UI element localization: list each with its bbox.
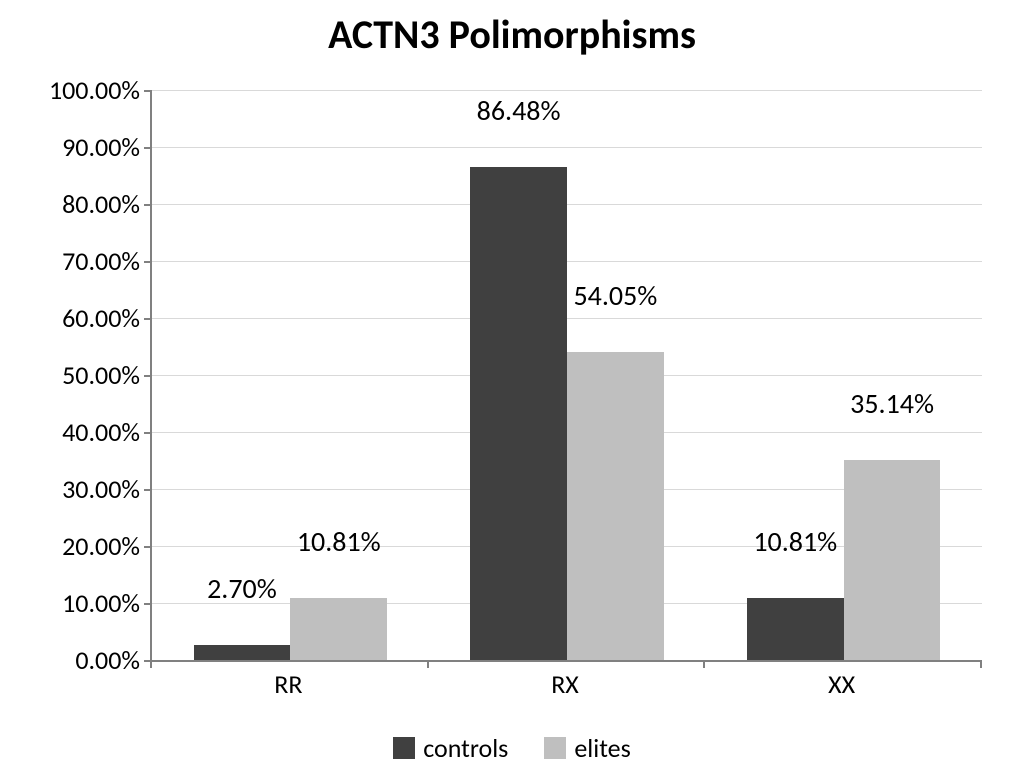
y-tick — [144, 90, 152, 92]
y-axis-label: 60.00% — [62, 302, 140, 334]
gridline — [152, 90, 982, 91]
gridline — [152, 261, 982, 262]
legend: controls elites — [0, 732, 1024, 766]
bar-controls — [470, 167, 567, 660]
y-tick — [144, 603, 152, 605]
bar-elites — [567, 352, 664, 660]
y-axis-label: 80.00% — [62, 188, 140, 220]
legend-label: controls — [423, 732, 508, 764]
chart-container: ACTN3 Polimorphisms 2.70% 10.81% 86.48% 54.… — [0, 0, 1024, 778]
y-tick — [144, 546, 152, 548]
bar-value-label: 10.81% — [297, 524, 381, 559]
y-tick — [144, 318, 152, 320]
x-axis-label: RX — [551, 668, 579, 700]
y-axis-label: 20.00% — [62, 530, 140, 562]
y-axis-label: 100.00% — [49, 74, 140, 106]
bar-elites — [290, 598, 387, 660]
y-axis-label: 50.00% — [62, 359, 140, 391]
y-axis-label: 40.00% — [62, 416, 140, 448]
bar-controls — [194, 645, 291, 660]
x-tick — [703, 660, 705, 668]
gridline — [152, 147, 982, 148]
y-tick — [144, 261, 152, 263]
legend-label: elites — [574, 732, 630, 764]
bar-value-label: 10.81% — [753, 524, 837, 559]
bar-value-label: 54.05% — [573, 278, 657, 313]
x-tick — [427, 660, 429, 668]
bar-value-label: 2.70% — [207, 571, 277, 606]
gridline — [152, 204, 982, 205]
x-tick — [980, 660, 982, 668]
y-tick — [144, 432, 152, 434]
y-tick — [144, 489, 152, 491]
x-tick — [150, 660, 152, 668]
bar-value-label: 35.14% — [850, 386, 934, 421]
y-tick — [144, 375, 152, 377]
bar-elites — [844, 460, 941, 660]
plot-area: 2.70% 10.81% 86.48% 54.05% 10.81% 35.14% — [150, 90, 982, 662]
bar-value-label: 86.48% — [477, 93, 561, 128]
gridline — [152, 318, 982, 319]
x-axis-label: RR — [274, 668, 302, 700]
y-tick — [144, 147, 152, 149]
y-axis-label: 0.00% — [75, 644, 140, 676]
legend-swatch — [393, 737, 415, 759]
y-tick — [144, 204, 152, 206]
y-axis-label: 90.00% — [62, 131, 140, 163]
legend-item-controls: controls — [393, 732, 508, 764]
legend-swatch — [544, 737, 566, 759]
y-axis-label: 10.00% — [62, 587, 140, 619]
legend-item-elites: elites — [544, 732, 630, 764]
y-axis-label: 70.00% — [62, 245, 140, 277]
chart-title: ACTN3 Polimorphisms — [0, 10, 1024, 59]
y-axis-label: 30.00% — [62, 473, 140, 505]
x-axis-label: XX — [828, 668, 855, 700]
bar-controls — [747, 598, 844, 660]
